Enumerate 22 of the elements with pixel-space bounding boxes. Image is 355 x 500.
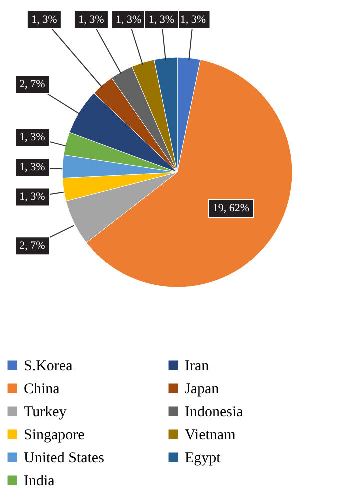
data-label: 1, 3% (20, 162, 46, 174)
data-label: 2, 7% (20, 240, 46, 252)
data-label: 1, 3% (116, 14, 142, 26)
data-label: 2, 7% (20, 78, 46, 91)
legend-label: India (24, 474, 56, 490)
legend-label: Egypt (185, 450, 222, 466)
legend-label: Vietnam (185, 428, 236, 444)
legend-label: China (24, 382, 60, 398)
data-label: 1, 3% (148, 14, 175, 26)
legend-label: Turkey (24, 404, 68, 420)
data-label: 19, 62% (212, 202, 250, 214)
data-label: 1, 3% (32, 14, 58, 26)
legend-label: Singapore (24, 428, 86, 444)
legend-label: Japan (185, 382, 220, 398)
data-label: 1, 3% (20, 191, 46, 204)
data-label: 1, 3% (78, 14, 104, 26)
legend-label: Iran (185, 358, 210, 375)
legend-label: United States (24, 450, 105, 466)
data-label: 1, 3% (20, 131, 46, 144)
legend-label: S.Korea (24, 358, 74, 375)
legend-label: Indonesia (185, 404, 244, 420)
data-label: 1, 3% (180, 14, 206, 26)
